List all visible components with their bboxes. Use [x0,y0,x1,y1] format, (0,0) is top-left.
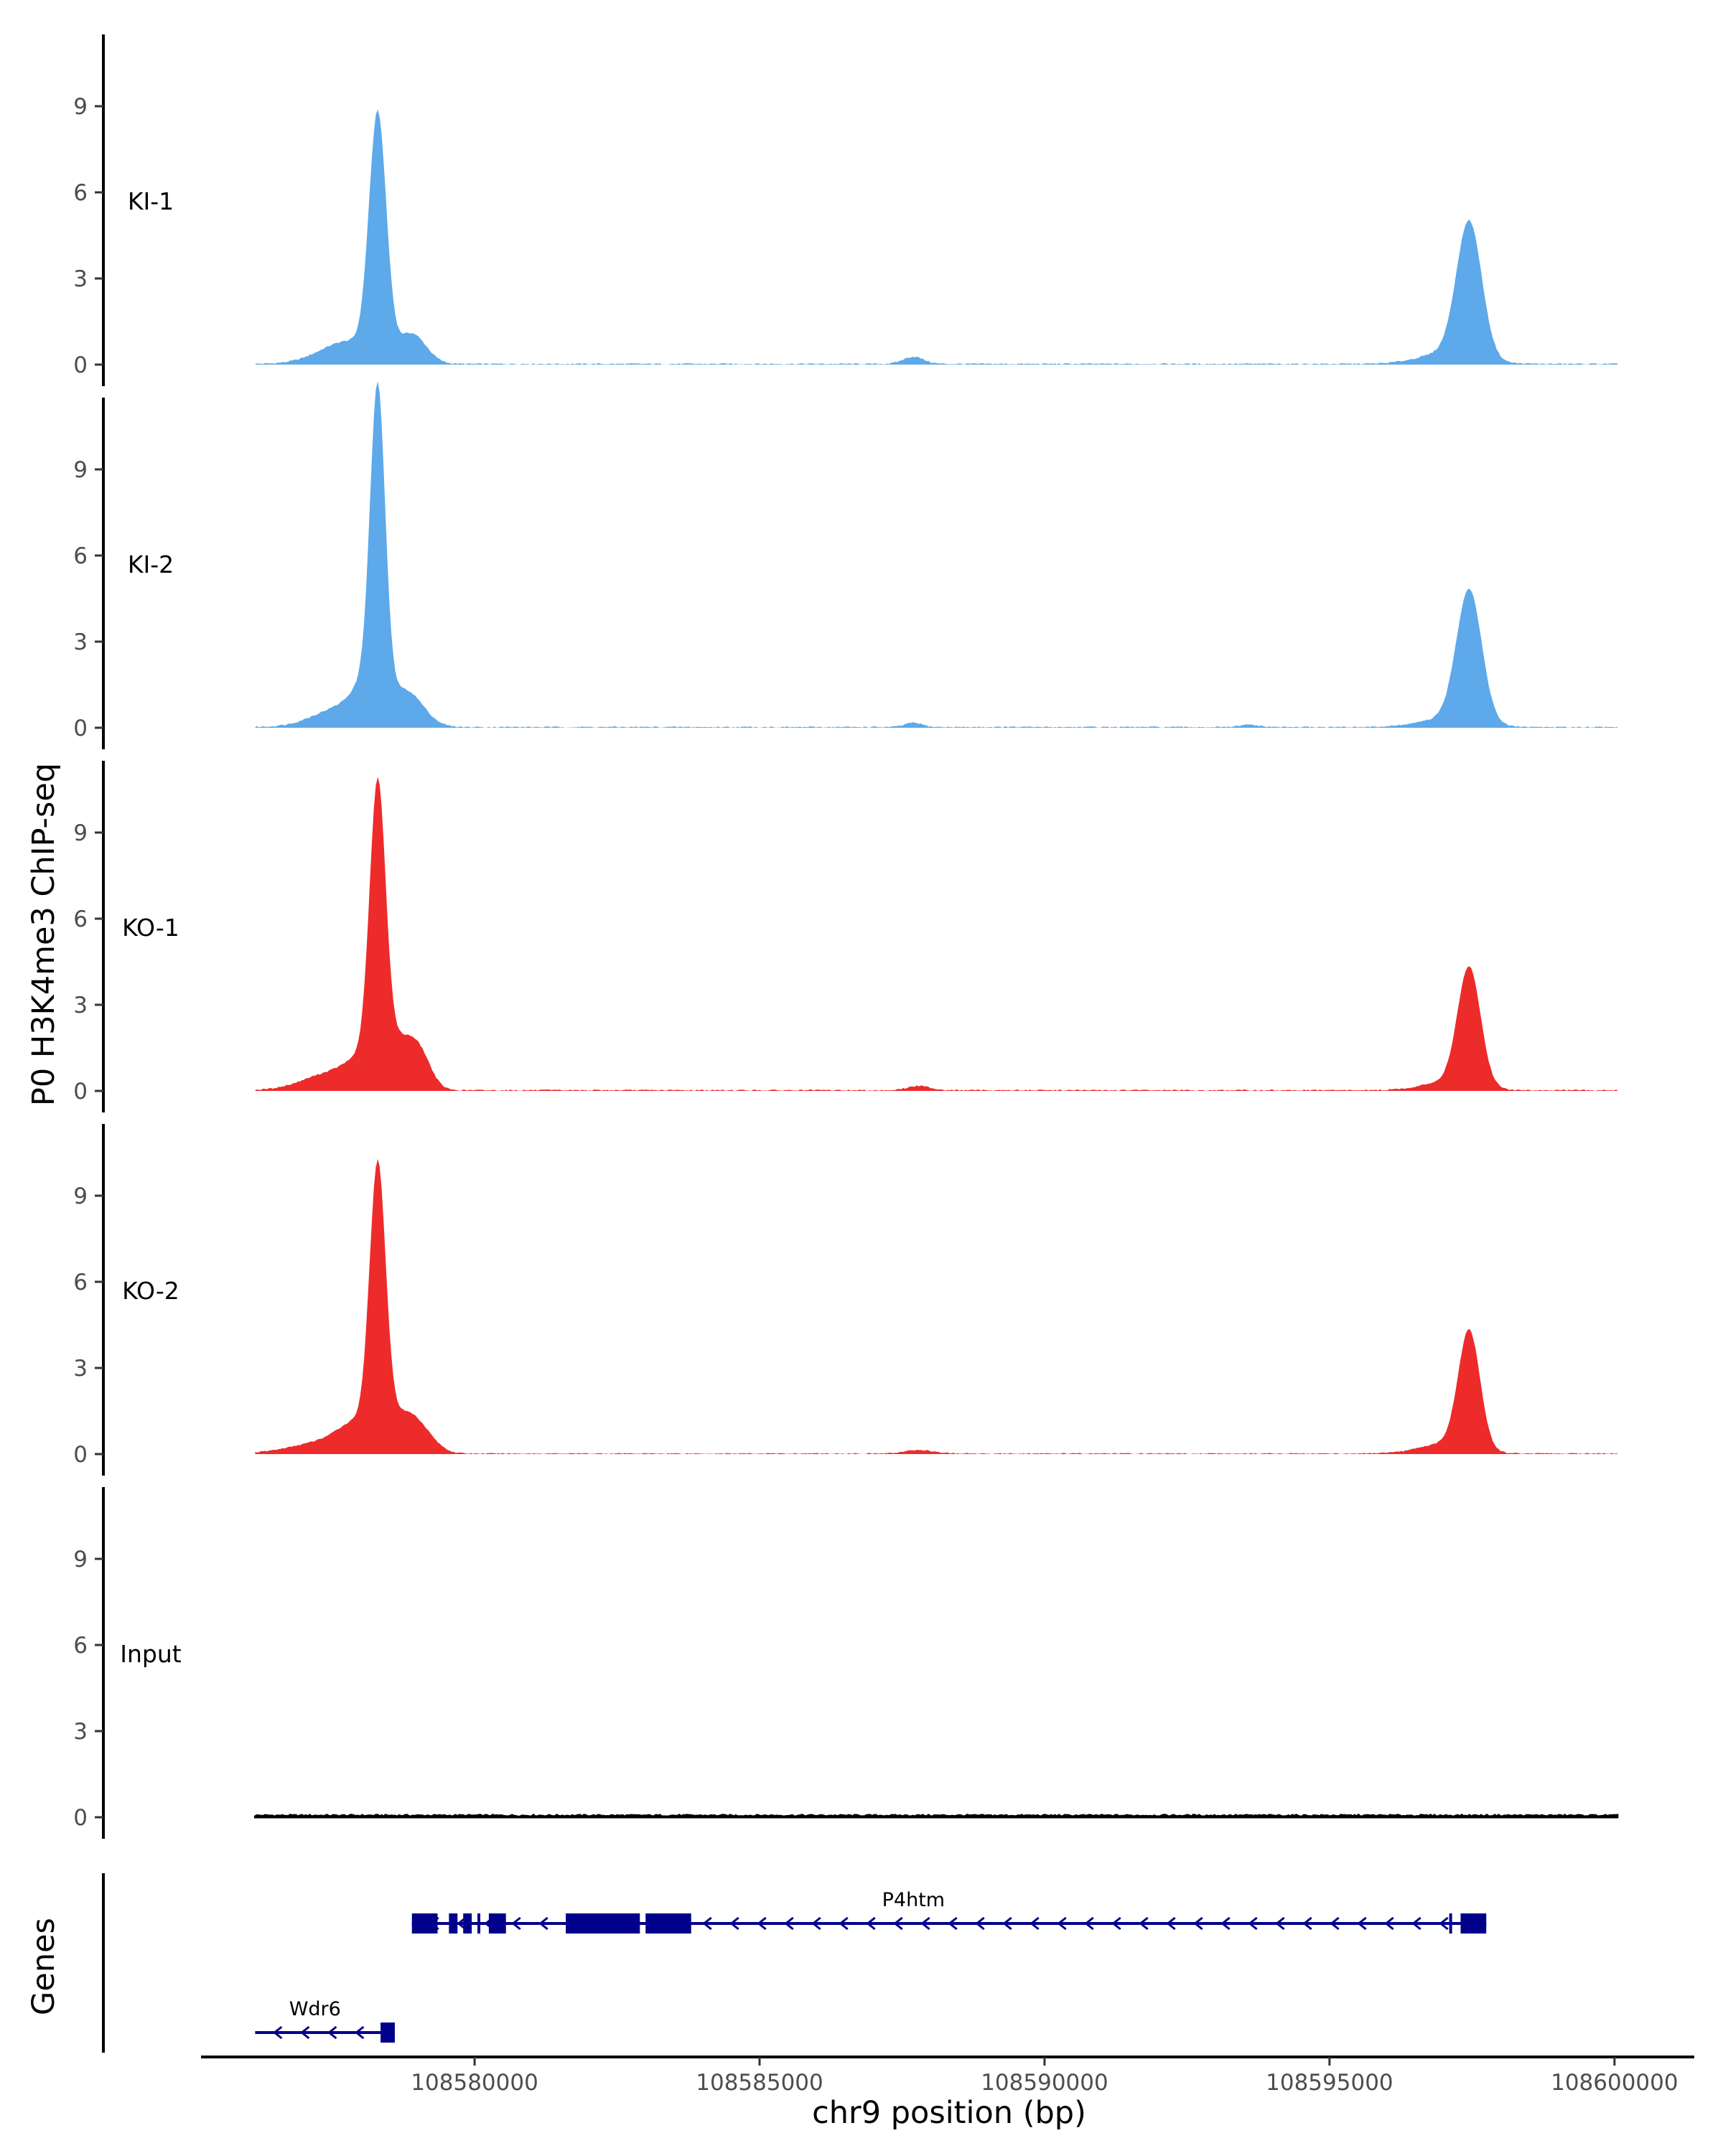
gene-wdr6: Wdr6 [255,1998,395,2043]
coverage-area [255,1158,1617,1454]
strand-arrow [893,1916,903,1931]
strand-arrow [1248,1916,1258,1931]
gene-exon [488,1913,506,1934]
coverage-area [255,381,1617,728]
track-ko-2: 0 3 6 9 KO-2 [73,1124,1617,1476]
y-tick-label: 9 [73,820,88,846]
coverage-area [255,777,1617,1091]
gene-exon [645,1913,691,1934]
strand-arrow [702,1916,712,1931]
track-label: KI-1 [128,187,174,215]
strand-arrow [1002,1916,1012,1931]
strand-arrow [327,2025,337,2040]
strand-arrow [538,1916,548,1931]
strand-arrow [757,1916,767,1931]
strand-arrow [1057,1916,1067,1931]
strand-arrow [1111,1916,1121,1931]
y-tick-label: 3 [73,1356,88,1382]
track-label: Input [120,1640,182,1668]
strand-arrow [300,2025,310,2040]
y-tick-label: 0 [73,716,88,741]
strand-arrow [1166,1916,1176,1931]
y-tick-label: 3 [73,629,88,655]
y-tick-label: 6 [73,1633,88,1659]
y-tick-label: 9 [73,457,88,483]
gene-exon [1449,1913,1452,1934]
gene-label: P4htm [882,1889,945,1911]
track-label: KI-2 [128,550,174,578]
coverage-tracks: 0 3 6 9 KI-1 0 3 6 9 KI-2 0 3 6 9 KO-1 0 3 6 9 KO-2 0 3 6 9 Inpu… [73,34,1619,1839]
x-axis: 108580000 108585000 108590000 108595000 1086… [201,2056,1694,2096]
strand-arrow [948,1916,958,1931]
x-tick-label: 108580000 [411,2070,538,2096]
y-tick-label: 9 [73,1547,88,1573]
y-tick-label: 0 [73,352,88,378]
y-tick-label: 6 [73,1270,88,1295]
strand-arrow [839,1916,849,1931]
track-label: KO-2 [122,1277,179,1305]
y-axis-title: P0 H3K4me3 ChIP-seq [26,763,62,1106]
gene-exon [463,1913,472,1934]
x-tick-label: 108585000 [696,2070,823,2096]
gene-p4htm: P4htm [411,1889,1487,1934]
y-tick-label: 0 [73,1079,88,1105]
strand-arrow [784,1916,794,1931]
coverage-area [253,1813,1619,1819]
coverage-area [255,109,1617,365]
strand-arrow [1330,1916,1340,1931]
strand-arrow [511,1916,521,1931]
strand-arrow [1084,1916,1094,1931]
strand-arrow [1139,1916,1149,1931]
y-tick-label: 3 [73,993,88,1018]
y-tick-label: 6 [73,180,88,206]
track-label: KO-1 [122,914,179,942]
track-input: 0 3 6 9 Input [73,1487,1619,1839]
y-tick-label: 0 [73,1805,88,1831]
strand-arrow [1357,1916,1367,1931]
strand-arrow [811,1916,821,1931]
strand-arrow [1220,1916,1231,1931]
track-ko-1: 0 3 6 9 KO-1 [73,761,1617,1112]
y-tick-label: 6 [73,906,88,932]
strand-arrow [1439,1916,1449,1931]
x-tick-label: 108590000 [981,2070,1108,2096]
track-ki-1: 0 3 6 9 KI-1 [73,34,1617,386]
strand-arrow [1275,1916,1285,1931]
gene-exon [1460,1913,1487,1934]
gene-exon [380,2023,395,2043]
strand-arrow [866,1916,876,1931]
y-tick-label: 3 [73,1719,88,1745]
strand-arrow [1302,1916,1312,1931]
y-tick-label: 3 [73,266,88,292]
x-tick-label: 108600000 [1551,2070,1678,2096]
strand-arrow [920,1916,930,1931]
strand-arrow [355,2025,365,2040]
gene-exon [449,1913,458,1934]
gene-exon [477,1913,481,1934]
gene-exon [566,1913,640,1934]
strand-arrow [1029,1916,1040,1931]
strand-arrow [1411,1916,1421,1931]
y-tick-label: 9 [73,1184,88,1209]
genes-panel-title: Genes [26,1918,62,2015]
gene-exon [411,1913,438,1934]
x-axis-title: chr9 position (bp) [812,2095,1086,2131]
strand-arrow [729,1916,739,1931]
track-ki-2: 0 3 6 9 KI-2 [73,381,1617,749]
gene-label: Wdr6 [289,1998,341,2020]
strand-arrow [1384,1916,1394,1931]
y-tick-label: 0 [73,1442,88,1468]
strand-arrow [975,1916,985,1931]
y-tick-label: 6 [73,543,88,569]
y-tick-label: 9 [73,94,88,120]
strand-arrow [273,2025,283,2040]
x-tick-label: 108595000 [1266,2070,1393,2096]
strand-arrow [1193,1916,1203,1931]
genes-panel: P4htm Wdr6 [102,1873,1487,2053]
